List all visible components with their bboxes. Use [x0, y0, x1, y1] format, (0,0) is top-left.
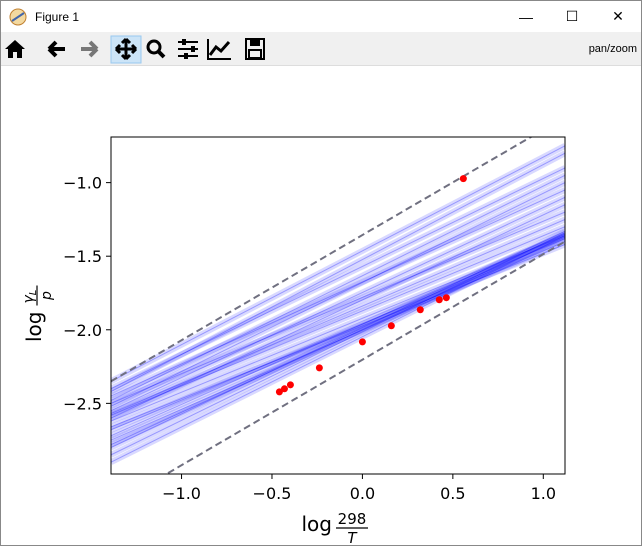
minimize-button[interactable]: — — [519, 8, 533, 25]
toolbar-icons — [5, 35, 265, 63]
data-point — [358, 338, 366, 346]
app-icon — [9, 8, 27, 25]
zoom-button[interactable] — [146, 39, 166, 58]
maximize-button[interactable]: ☐ — [565, 8, 579, 24]
y-label: log γL p — [21, 285, 55, 343]
sample-line — [111, 235, 565, 433]
sample-line — [111, 216, 565, 417]
sample-line — [111, 241, 565, 430]
sample-line — [111, 235, 565, 422]
x-tick-label: −0.5 — [253, 484, 292, 503]
data-point — [416, 306, 424, 314]
axes-frame — [110, 136, 566, 475]
sample-line — [111, 179, 565, 409]
sample-line — [111, 233, 565, 437]
window-title: Figure 1 — [35, 9, 80, 24]
x-tick-label: 0.0 — [350, 484, 375, 503]
data-point — [280, 385, 288, 393]
configure-button[interactable] — [178, 38, 198, 59]
toolbar: pan/zoom — [1, 32, 641, 66]
sample-line — [111, 150, 565, 395]
save-button[interactable] — [245, 37, 265, 60]
x-tick-label: 0.5 — [440, 484, 465, 503]
close-button[interactable]: ✕ — [612, 8, 624, 24]
sample-line — [111, 209, 565, 407]
y-label-prefix: log — [22, 312, 46, 343]
y-tick-label: −2.0 — [63, 321, 102, 340]
sample-line — [111, 230, 565, 448]
y-label-subscript: L — [28, 290, 39, 296]
title-bar: Figure 1 — ☐ ✕ — [1, 1, 641, 32]
sample-line — [111, 234, 565, 448]
edit-axes-button[interactable] — [207, 38, 231, 60]
back-button[interactable] — [47, 40, 65, 57]
sample-line — [111, 201, 565, 421]
x-label-numerator: 298 — [338, 510, 367, 528]
x-tick-label: 1.0 — [531, 484, 556, 503]
plot-area — [111, 137, 565, 474]
y-label-numerator-symbol: γ — [21, 295, 37, 304]
sample-line — [111, 231, 565, 439]
sample-line — [111, 241, 565, 441]
x-tick-label: −1.0 — [162, 484, 201, 503]
y-tick-label: −1.5 — [63, 247, 102, 266]
sample-line — [111, 238, 565, 443]
data-point — [315, 364, 323, 372]
sample-line — [111, 152, 565, 393]
data-point — [286, 381, 294, 389]
y-tick-label: −1.0 — [63, 174, 102, 193]
sample-line — [111, 174, 565, 401]
sample-line — [111, 236, 565, 446]
sample-line — [111, 196, 565, 412]
y-label-denominator: p — [39, 291, 55, 301]
sample-line — [111, 235, 565, 463]
x-label-denominator: T — [347, 529, 358, 545]
mode-label: pan/zoom — [588, 43, 637, 55]
data-point — [459, 175, 467, 183]
sample-line — [111, 167, 565, 390]
sample-line — [111, 165, 565, 392]
home-button[interactable] — [5, 39, 25, 58]
sample-line — [111, 223, 565, 418]
sample-line — [111, 232, 565, 465]
sample-line — [111, 172, 565, 404]
sample-line — [111, 182, 565, 407]
pan-button[interactable] — [110, 35, 142, 63]
data-point — [275, 388, 283, 396]
data-point — [442, 294, 450, 302]
y-label-numerator: γL — [21, 290, 39, 304]
sample-line — [111, 187, 565, 399]
sample-line — [111, 189, 565, 397]
x-label-prefix: log — [302, 512, 333, 536]
sample-line — [111, 211, 565, 404]
sample-line — [111, 232, 565, 456]
sample-line — [111, 228, 565, 451]
sample-line — [111, 243, 565, 428]
sample-line — [111, 194, 565, 414]
sample-line — [111, 226, 565, 416]
forward-button[interactable] — [81, 40, 99, 57]
sample-line — [111, 145, 565, 382]
sample-line — [111, 204, 565, 419]
sample-line — [111, 229, 565, 458]
data-point — [435, 296, 443, 304]
sample-line — [111, 232, 565, 424]
sample-line — [111, 238, 565, 431]
sample-line — [111, 218, 565, 415]
data-point — [387, 322, 395, 330]
y-tick-label: −2.5 — [63, 394, 102, 413]
sample-line — [111, 143, 565, 384]
